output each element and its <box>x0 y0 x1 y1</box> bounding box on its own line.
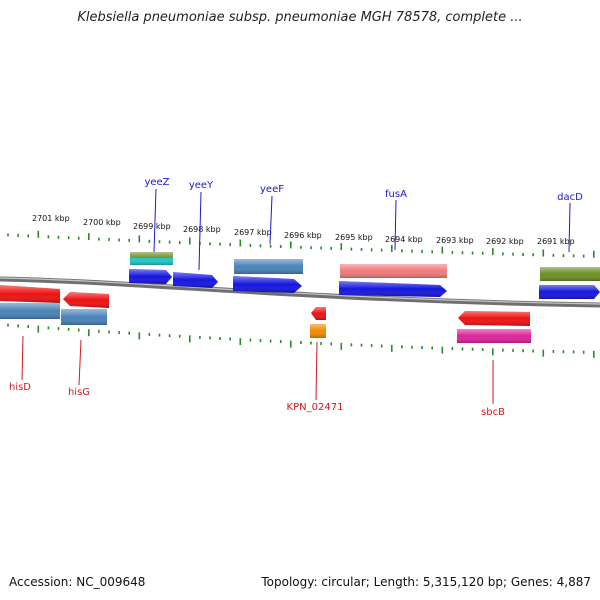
scale-ticks-outer <box>7 230 595 258</box>
gene-label[interactable]: fusA <box>385 189 407 200</box>
gene-label[interactable]: dacD <box>557 192 583 203</box>
gene-label[interactable]: yeeF <box>260 184 284 195</box>
scale-label: 2697 kbp <box>234 228 272 237</box>
scale-label: 2696 kbp <box>284 231 322 240</box>
gene-label[interactable]: hisD <box>9 382 31 393</box>
gene-label[interactable]: yeeZ <box>144 177 169 188</box>
accession-text: Accession: NC_009648 <box>9 575 146 589</box>
gene-label[interactable]: yeeY <box>189 180 214 191</box>
scale-label: 2691 kbp <box>537 237 575 246</box>
gene-label[interactable]: sbcB <box>481 407 505 418</box>
scale-ticks-inner <box>7 323 595 358</box>
summary-text: Topology: circular; Length: 5,315,120 bp… <box>261 575 591 589</box>
gene-labels-bottom: hisD hisG KPN_02471 sbcB <box>9 335 505 418</box>
scale-label: 2701 kbp <box>32 214 70 223</box>
gene-labels-top: yeeZ yeeY yeeF fusA dacD <box>144 177 583 271</box>
gene-label[interactable]: KPN_02471 <box>287 402 344 413</box>
genes-reverse <box>0 285 531 343</box>
scale-label: 2700 kbp <box>83 218 121 227</box>
features-outer <box>130 252 600 281</box>
genes-forward <box>129 269 600 299</box>
scale-label: 2693 kbp <box>436 236 474 245</box>
scale-label: 2698 kbp <box>183 225 221 234</box>
scale-label: 2694 kbp <box>385 235 423 244</box>
scale-label: 2692 kbp <box>486 237 524 246</box>
map-title: Klebsiella pneumoniae subsp. pneumoniae … <box>77 10 523 25</box>
scale-label: 2695 kbp <box>335 233 373 242</box>
gene-label[interactable]: hisG <box>68 387 90 398</box>
scale-label: 2699 kbp <box>133 222 171 231</box>
scale-labels: 2701 kbp 2700 kbp 2699 kbp 2698 kbp 2697… <box>32 214 575 246</box>
